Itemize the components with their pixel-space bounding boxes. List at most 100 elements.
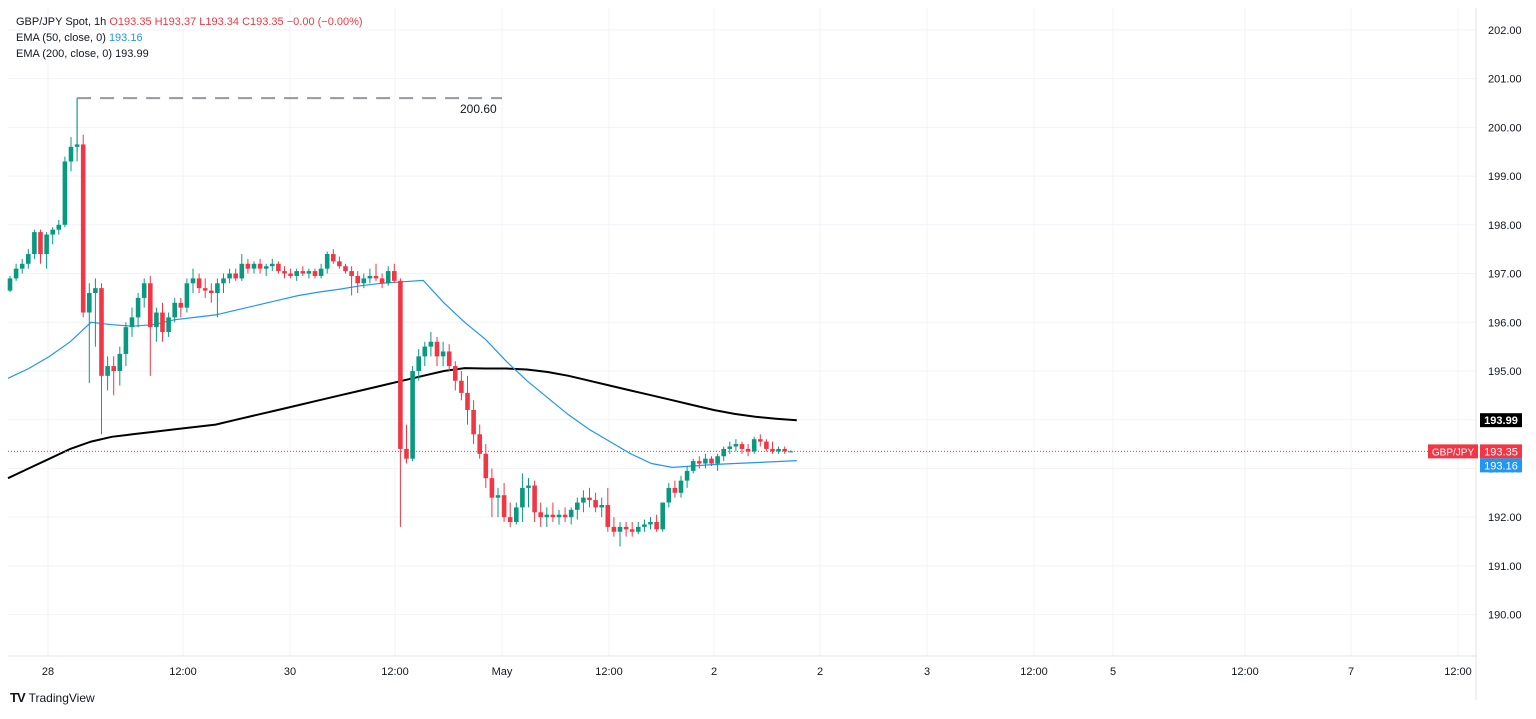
tradingview-logo[interactable]: TV TradingView <box>10 690 95 705</box>
ema50-label[interactable]: EMA (50, close, 0) <box>16 32 106 44</box>
candle <box>764 439 769 452</box>
candle <box>99 283 104 435</box>
candle <box>117 346 123 386</box>
y-tick-label: 191.00 <box>1488 561 1522 573</box>
candle-body <box>446 351 452 367</box>
candle-body <box>739 444 745 449</box>
candle-body <box>678 480 684 493</box>
candle <box>440 341 446 367</box>
logo-text: TradingView <box>28 690 95 705</box>
candle <box>312 268 318 279</box>
candle <box>733 439 739 452</box>
y-tick-label: 195.00 <box>1488 366 1522 378</box>
candle-body <box>172 302 177 318</box>
candle <box>617 522 623 547</box>
x-tick-label: May <box>492 666 513 678</box>
candle-body <box>751 439 757 452</box>
candle <box>227 268 232 284</box>
candle <box>611 517 617 537</box>
symbol-title[interactable]: GBP/JPY Spot, 1h <box>16 16 107 28</box>
candle <box>306 268 312 279</box>
candle <box>636 522 641 535</box>
candle-body <box>495 495 501 498</box>
candle <box>654 514 659 532</box>
candle-body <box>215 283 220 294</box>
candle-body <box>404 448 409 459</box>
y-tick-label: 200.00 <box>1488 122 1522 134</box>
candle <box>587 487 592 508</box>
candle <box>715 453 720 471</box>
x-tick-label: 12:00 <box>1444 666 1472 678</box>
y-tick-label: 192.00 <box>1488 512 1522 524</box>
candle <box>623 522 629 537</box>
candle <box>666 483 672 508</box>
candle-body <box>562 514 568 518</box>
candle <box>343 263 348 274</box>
candle <box>276 261 281 274</box>
candle-body <box>575 502 580 510</box>
candle-body <box>282 271 287 274</box>
candle <box>495 487 501 518</box>
candle-body <box>788 451 794 453</box>
candle-body <box>581 497 586 503</box>
x-tick-label: 12:00 <box>169 666 197 678</box>
candle <box>745 444 751 457</box>
candle-body <box>410 370 415 459</box>
candle <box>202 278 208 298</box>
candle-body <box>764 441 769 449</box>
candle <box>178 297 184 318</box>
candle-body <box>660 502 665 530</box>
candle-body <box>422 346 428 357</box>
candle <box>221 273 226 294</box>
candle-body <box>477 434 482 454</box>
candle-body <box>129 317 135 328</box>
candle <box>556 509 562 525</box>
candle-body <box>349 271 354 276</box>
candle <box>196 273 202 294</box>
candle <box>38 229 43 264</box>
candle <box>209 283 214 303</box>
candle <box>215 278 220 318</box>
candle-body <box>306 271 312 274</box>
candle <box>416 349 421 381</box>
candle-body <box>471 409 476 435</box>
candle-body <box>416 356 421 371</box>
candle-body <box>13 268 19 279</box>
candle-body <box>263 266 269 269</box>
candle <box>13 263 19 281</box>
candle <box>690 458 696 474</box>
candle <box>160 302 165 342</box>
candle-body <box>715 456 720 464</box>
candle-body <box>166 317 171 332</box>
candle <box>483 444 489 488</box>
candle <box>507 502 513 527</box>
candle <box>87 283 92 384</box>
candle-body <box>367 275 373 279</box>
price-label: 193.99 <box>1480 413 1522 428</box>
candle <box>422 341 428 367</box>
price-label: 193.16 <box>1480 458 1522 473</box>
x-tick-label: 2 <box>817 666 823 678</box>
candle <box>648 517 653 530</box>
candle-body <box>93 288 98 294</box>
candle <box>50 227 55 245</box>
symbol-tag-bg <box>1428 444 1478 459</box>
x-tick-label: 5 <box>1110 666 1116 678</box>
candle-body <box>148 283 153 328</box>
candle-body <box>605 504 611 527</box>
candle <box>684 465 690 488</box>
candle-body <box>703 458 708 464</box>
candle <box>245 258 251 274</box>
candle-body <box>733 444 739 447</box>
candle <box>331 249 336 264</box>
candle-body <box>440 351 446 357</box>
ema200-label[interactable]: EMA (200, close, 0) <box>16 48 112 60</box>
candle-body <box>538 512 543 518</box>
candle <box>532 480 537 523</box>
candle <box>111 356 116 396</box>
candle-body <box>666 487 672 503</box>
candle-body <box>99 288 104 376</box>
candle-body <box>782 448 787 452</box>
